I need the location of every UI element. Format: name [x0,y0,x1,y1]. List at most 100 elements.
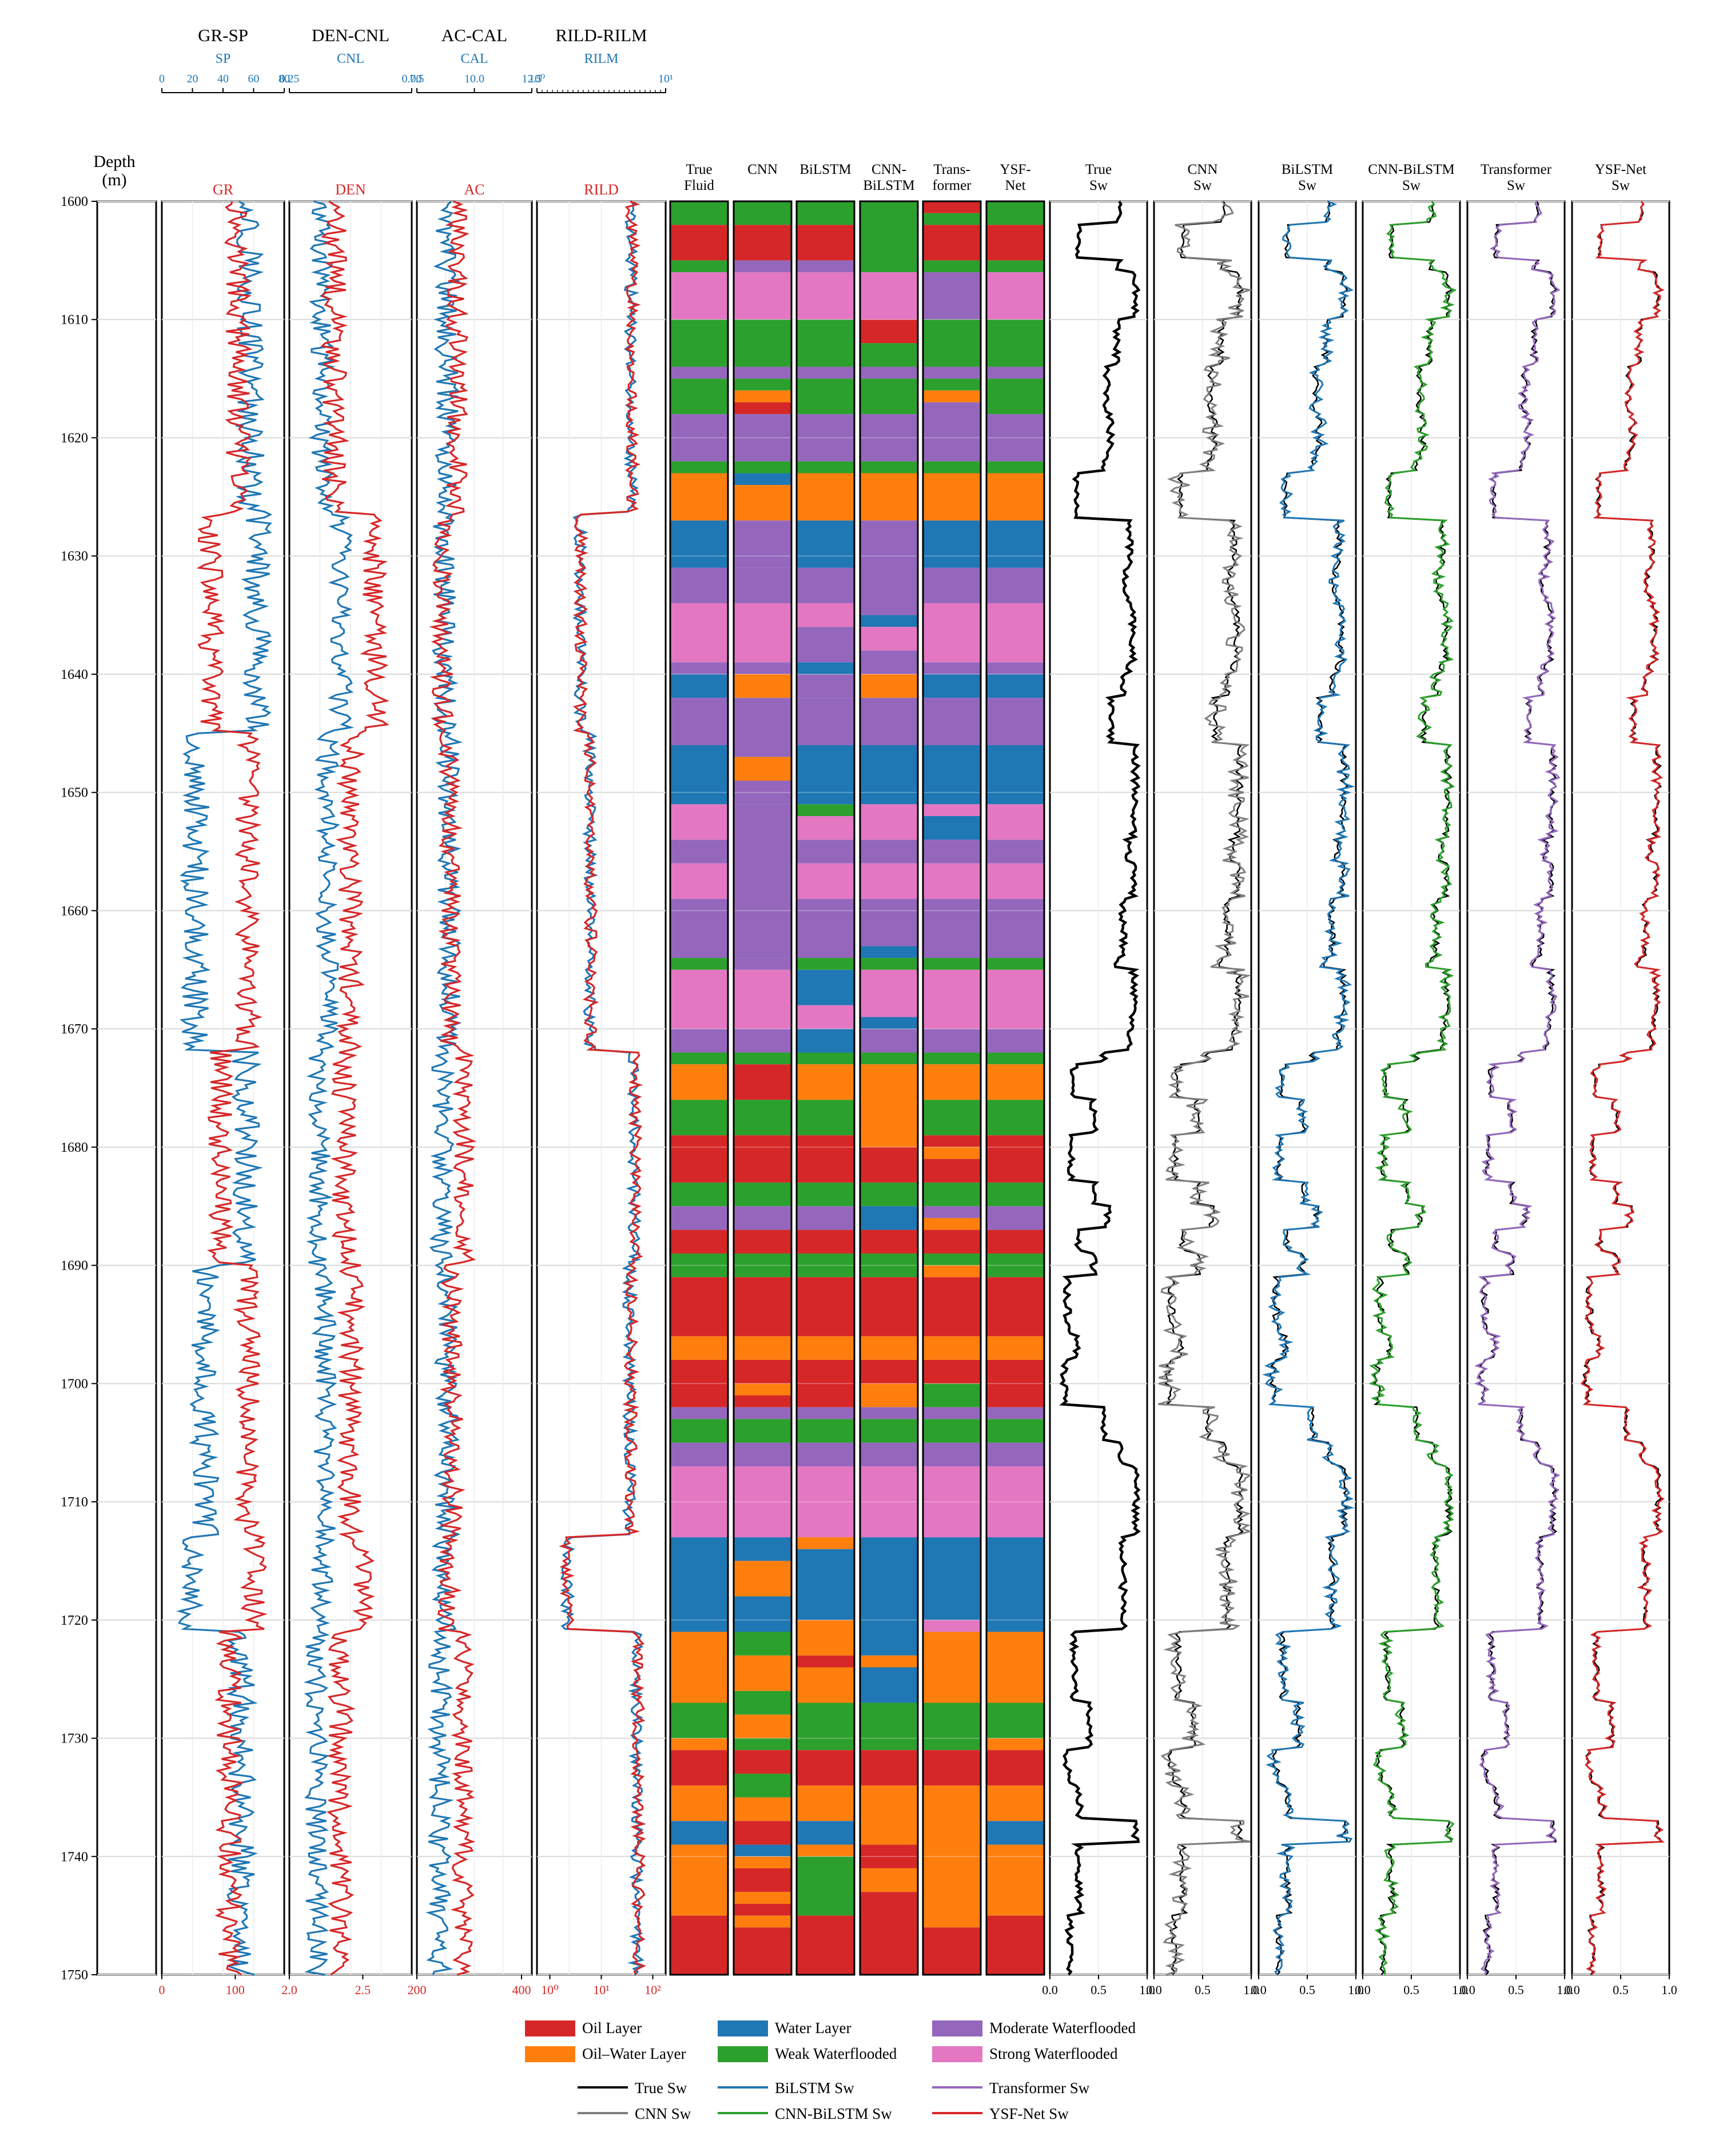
fluid-interval [986,1029,1044,1053]
primary-scale-label: 2.5 [355,1983,371,1997]
fluid-interval [734,603,791,663]
fluid-interval [670,1064,728,1100]
fluid-interval [670,698,728,745]
fluid-interval [734,804,791,958]
fluid-interval [797,272,854,320]
sw-scale-label: 0.0 [1564,1983,1580,1997]
fluid-interval [986,520,1044,568]
log-group-title: RILD-RILM [555,25,647,45]
fluid-interval [923,804,981,817]
fluid-interval [860,1206,918,1230]
fluid-interval [734,225,791,261]
fluid-column: CNN [733,162,793,1976]
fluid-interval [923,1442,981,1467]
fluid-interval [986,461,1044,474]
fluid-interval [986,1052,1044,1065]
secondary-curve-name: SP [216,51,231,66]
fluid-interval [670,1750,728,1786]
fluid-interval [986,662,1044,674]
fluid-interval [734,260,791,273]
fluid-interval [986,272,1044,320]
fluid-column-title: YSF- [1000,162,1030,177]
fluid-interval [734,1253,791,1278]
fluid-interval [923,1537,981,1620]
fluid-interval [734,1561,791,1597]
sw-track-title: Sw [1402,178,1420,193]
fluid-interval [923,1265,981,1278]
sw-scale-label: 0.5 [1195,1983,1211,1997]
curve-cal [425,200,463,1975]
fluid-interval [860,969,918,1017]
fluid-interval [734,1359,791,1384]
fluid-interval [923,745,981,805]
fluid-interval [923,662,981,674]
primary-scale-label: 400 [512,1983,531,1997]
fluid-interval [797,1407,854,1419]
fluid-column: CNN-BiLSTM [859,162,919,1976]
fluid-interval [986,698,1044,745]
legend-swatch [718,2046,768,2062]
primary-scale-label: 10² [644,1983,661,1997]
fluid-interval [797,1206,854,1230]
fluid-interval [923,1466,981,1538]
sw-scale-label: 0.5 [1299,1983,1315,1997]
fluid-interval [734,1596,791,1632]
secondary-scale-label: 60 [248,73,260,85]
secondary-scale-label: 40 [217,73,229,85]
fluid-interval [670,1915,728,1975]
secondary-scale-label: 0 [159,73,165,85]
fluid-interval [670,969,728,1029]
fluid-interval [670,1277,728,1336]
fluid-interval [797,461,854,474]
fluid-interval [797,1785,854,1821]
fluid-interval [797,260,854,273]
curve-sp [176,200,273,1976]
depth-axis: Depth(m) 1600 1610 1620 1630 1640 1650 1660 1670… [61,152,157,1983]
fluid-interval [860,1147,918,1183]
sw-scale-label: 0.0 [1251,1983,1267,1997]
sw-scale-label: 0.5 [1403,1983,1419,1997]
fluid-interval [734,958,791,970]
fluid-interval [860,1336,918,1360]
fluid-interval [734,1383,791,1396]
sw-scale-label: 0.0 [1459,1983,1475,1997]
fluid-interval [734,1135,791,1183]
fluid-interval [670,745,728,805]
fluid-interval [797,1277,854,1336]
sw-track-title: True [1085,162,1112,177]
fluid-interval [670,1182,728,1207]
fluid-interval [797,225,854,261]
fluid-interval [670,1052,728,1065]
sw-track-title: Transformer [1481,162,1552,177]
fluid-interval [797,1336,854,1360]
fluid-interval [734,367,791,379]
fluid-interval [923,367,981,379]
fluid-interval [797,520,854,568]
fluid-interval [670,1785,728,1821]
sw-true-reference-line [1269,201,1349,1975]
legend-label: Oil–Water Layer [582,2045,686,2062]
fluid-interval [734,272,791,320]
fluid-interval [734,1715,791,1739]
fluid-interval [797,898,854,958]
legend-label: Moderate Waterflooded [989,2019,1136,2036]
fluid-interval [923,272,981,320]
fluid-interval [923,319,981,367]
fluid-interval [797,1667,854,1703]
primary-scale-label: 10¹ [593,1983,610,1997]
secondary-scale-label: 12.5 [522,73,542,85]
fluid-interval [923,1336,981,1360]
fluid-interval [923,1419,981,1443]
primary-scale-label: 100 [226,1983,245,1997]
fluid-column-frame [733,200,793,1976]
fluid-interval [860,1277,918,1336]
fluid-interval [797,969,854,1005]
fluid-interval [923,1052,981,1065]
fluid-interval [923,1702,981,1751]
fluid-interval [923,213,981,225]
depth-tick-label: 1740 [61,1849,88,1864]
fluid-interval [670,379,728,415]
fluid-interval [670,1336,728,1360]
